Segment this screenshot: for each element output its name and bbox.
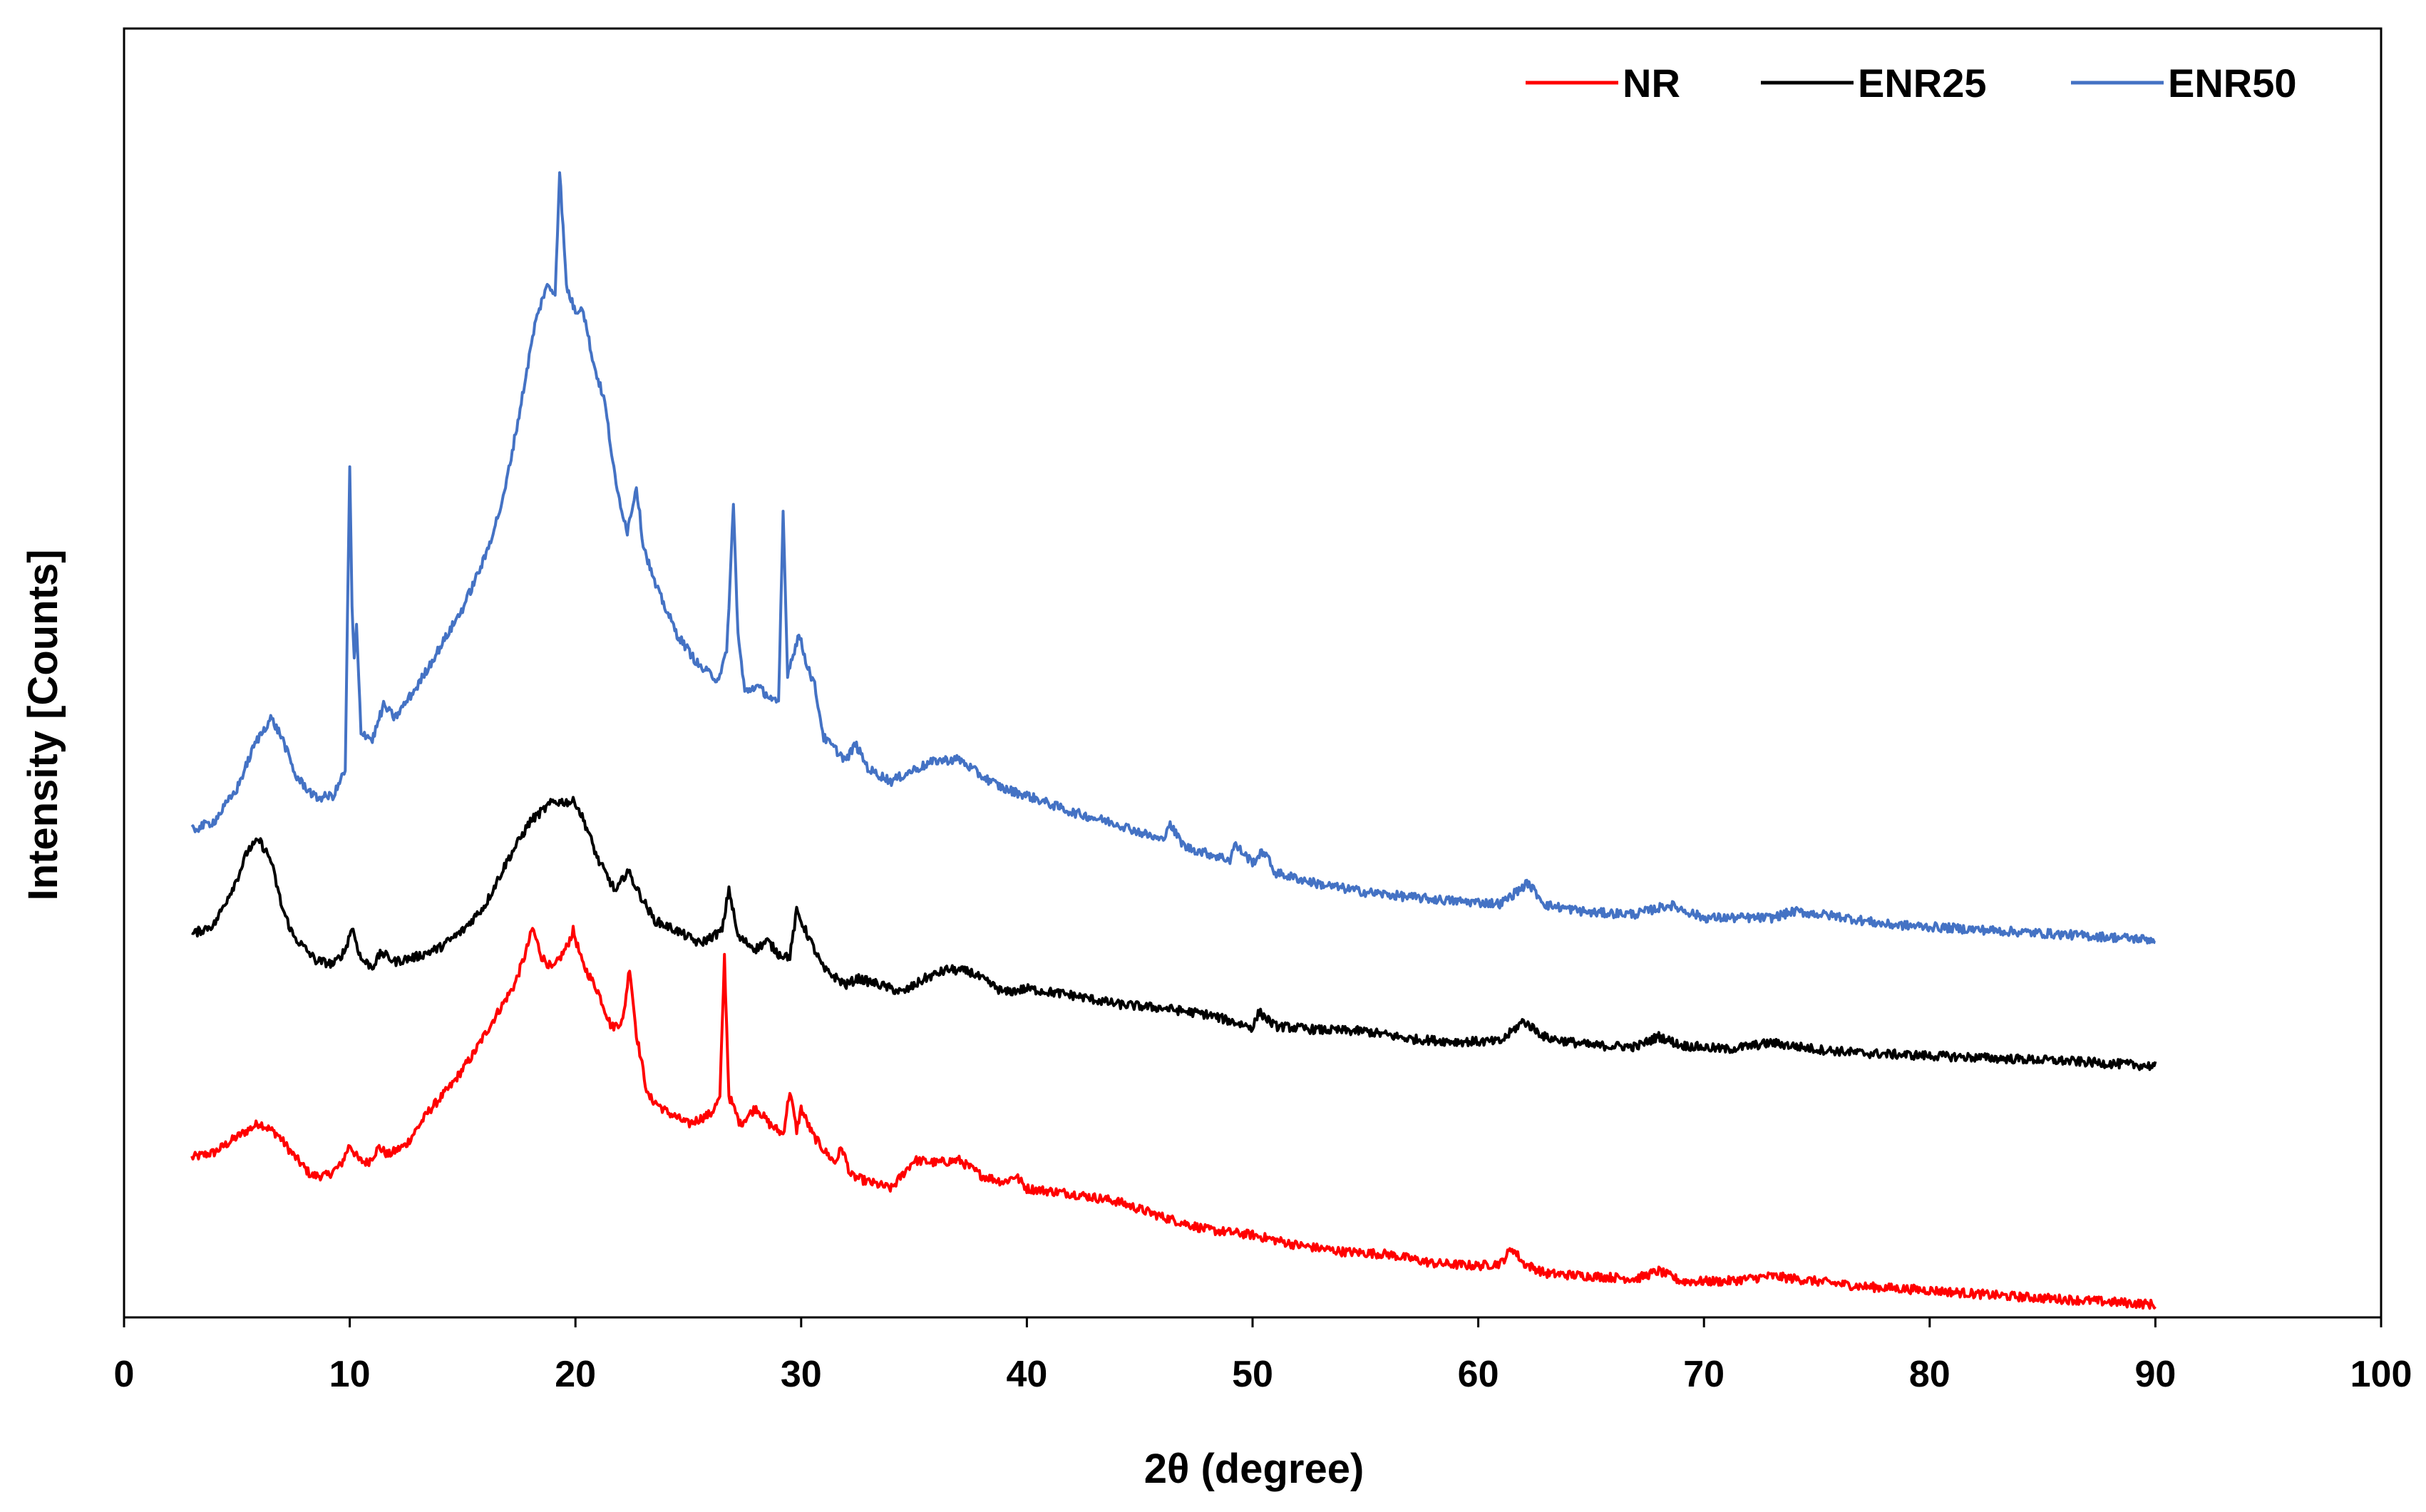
legend-label-enr50: ENR50: [2168, 61, 2297, 106]
legend-label-enr25: ENR25: [1858, 61, 1987, 106]
x-axis-title: 2θ (degree): [1144, 1446, 1364, 1492]
series-line-enr50: [190, 171, 2156, 945]
x-tick-label: 50: [1232, 1354, 1273, 1395]
series-line-nr: [190, 925, 2157, 1310]
x-tick-label: 40: [1006, 1354, 1047, 1395]
x-tick-label: 30: [781, 1354, 822, 1395]
x-tick-label: 20: [555, 1354, 596, 1395]
legend-label-nr: NR: [1623, 61, 1680, 106]
series-line-enr25: [191, 796, 2157, 1071]
x-axis-ticks: 0 10 20 30 40 50 60 70 80 90 100: [114, 1317, 2412, 1395]
x-tick-label: 80: [1909, 1354, 1950, 1395]
series-layer: [190, 171, 2157, 1310]
y-axis-title: Intensity [Counts]: [20, 550, 66, 901]
x-tick-label: 100: [2350, 1354, 2412, 1395]
x-tick-label: 10: [329, 1354, 371, 1395]
x-tick-label: 60: [1458, 1354, 1499, 1395]
x-tick-label: 90: [2134, 1354, 2176, 1395]
legend: NR ENR25 ENR50: [1526, 61, 2297, 106]
x-tick-label: 70: [1683, 1354, 1725, 1395]
x-tick-label: 0: [114, 1354, 135, 1395]
